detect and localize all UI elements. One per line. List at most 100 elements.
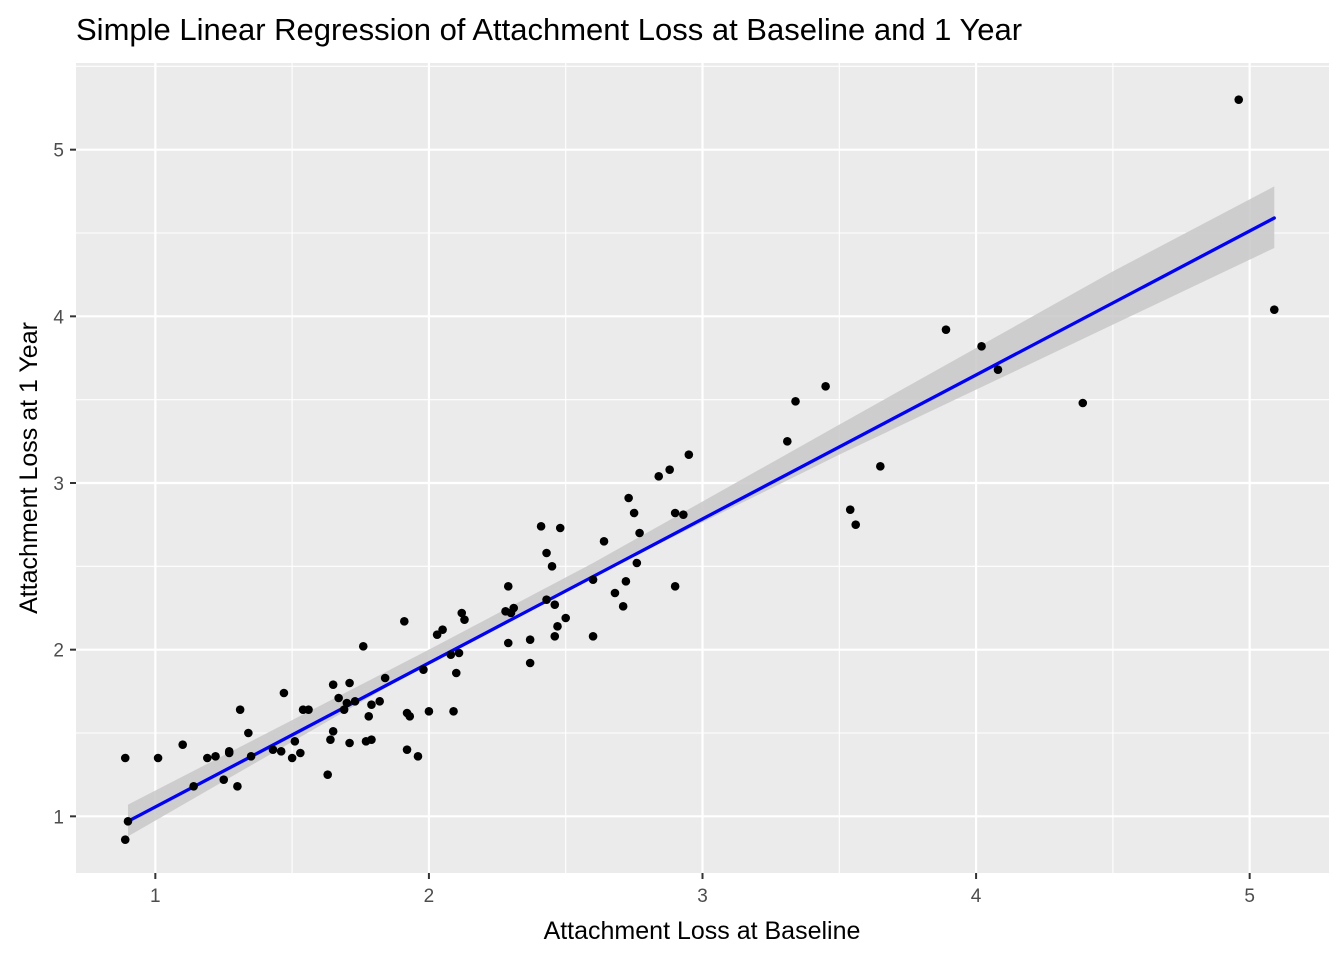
data-point	[457, 608, 467, 618]
data-point	[550, 600, 560, 609]
data-point	[654, 472, 664, 481]
data-point	[684, 450, 694, 459]
data-point	[339, 705, 349, 714]
data-point	[1234, 95, 1244, 104]
data-point	[977, 342, 986, 351]
data-point	[851, 520, 861, 529]
data-point	[509, 603, 519, 613]
data-point	[279, 688, 289, 698]
data-point	[993, 365, 1003, 374]
data-point	[224, 748, 234, 758]
data-point	[553, 622, 562, 631]
data-point	[629, 508, 639, 518]
data-point	[413, 752, 423, 761]
data-point	[632, 558, 642, 568]
x-tick-label: 5	[1244, 886, 1255, 907]
data-point	[405, 712, 415, 721]
data-point	[783, 437, 792, 446]
data-point	[1078, 398, 1088, 408]
chart-title: Simple Linear Regression of Attachment L…	[76, 12, 1022, 47]
data-point	[350, 697, 360, 706]
data-point	[296, 748, 305, 758]
y-tick-label: 1	[53, 807, 64, 828]
data-point	[449, 707, 458, 716]
y-tick-label: 4	[53, 307, 64, 328]
data-point	[635, 528, 644, 538]
data-point	[525, 635, 535, 644]
y-tick-label: 3	[53, 474, 64, 495]
y-tick-label: 2	[53, 641, 64, 662]
data-point	[367, 700, 376, 709]
data-point	[399, 617, 409, 626]
data-point	[432, 630, 442, 639]
data-point	[588, 575, 598, 584]
data-points	[120, 95, 1279, 844]
data-point	[599, 537, 609, 546]
data-point	[561, 613, 571, 623]
data-point	[525, 658, 535, 668]
x-tick-label: 3	[697, 886, 708, 907]
y-axis-ticks: 1 2 3 4 5	[53, 141, 76, 828]
data-point	[670, 582, 680, 591]
confidence-band	[127, 186, 1275, 837]
data-point	[290, 737, 300, 746]
data-point	[328, 727, 338, 736]
data-point	[342, 698, 352, 708]
data-point	[679, 510, 688, 519]
data-point	[235, 705, 245, 714]
data-point	[621, 577, 631, 586]
data-point	[211, 752, 220, 761]
data-point	[542, 548, 551, 558]
data-point	[287, 753, 297, 763]
x-tick-label: 2	[424, 886, 435, 907]
data-point	[610, 588, 620, 598]
data-point	[367, 735, 376, 744]
y-axis-title: Attachment Loss at 1 Year	[15, 322, 43, 614]
data-point	[120, 835, 130, 844]
data-point	[380, 673, 390, 683]
data-point	[419, 665, 428, 674]
major-gridlines	[76, 63, 1329, 873]
data-point	[451, 668, 461, 678]
data-point	[665, 465, 674, 474]
data-point	[845, 505, 855, 514]
data-point	[219, 775, 229, 784]
data-point	[123, 817, 133, 826]
data-point	[120, 753, 130, 763]
data-point	[624, 493, 633, 503]
data-point	[547, 562, 557, 571]
data-point	[358, 642, 368, 651]
data-point	[791, 397, 800, 406]
x-tick-label: 1	[150, 886, 161, 907]
data-point	[244, 728, 253, 738]
data-point	[153, 753, 163, 763]
data-point	[276, 747, 286, 756]
data-point	[345, 738, 354, 748]
data-point	[555, 523, 565, 533]
regression-line-layer	[126, 216, 1276, 823]
data-point	[328, 680, 338, 689]
data-point	[323, 770, 332, 779]
data-point	[304, 705, 313, 714]
data-point	[326, 735, 335, 744]
data-point	[364, 712, 374, 721]
data-point	[268, 745, 278, 754]
data-point	[821, 382, 830, 391]
data-point	[542, 595, 551, 604]
data-point	[670, 508, 680, 518]
data-point	[503, 638, 513, 648]
data-point	[438, 625, 447, 634]
data-point	[203, 753, 212, 763]
data-point	[618, 602, 628, 611]
regression-line	[126, 216, 1276, 823]
data-point	[334, 693, 343, 703]
x-tick-label: 4	[971, 886, 982, 907]
data-point	[402, 745, 412, 754]
data-point	[460, 615, 469, 624]
confidence-band-layer	[127, 186, 1275, 837]
x-axis-ticks: 1 2 3 4 5	[150, 873, 1255, 907]
data-point	[246, 752, 256, 761]
y-tick-label: 5	[53, 141, 64, 162]
data-point	[424, 707, 434, 716]
